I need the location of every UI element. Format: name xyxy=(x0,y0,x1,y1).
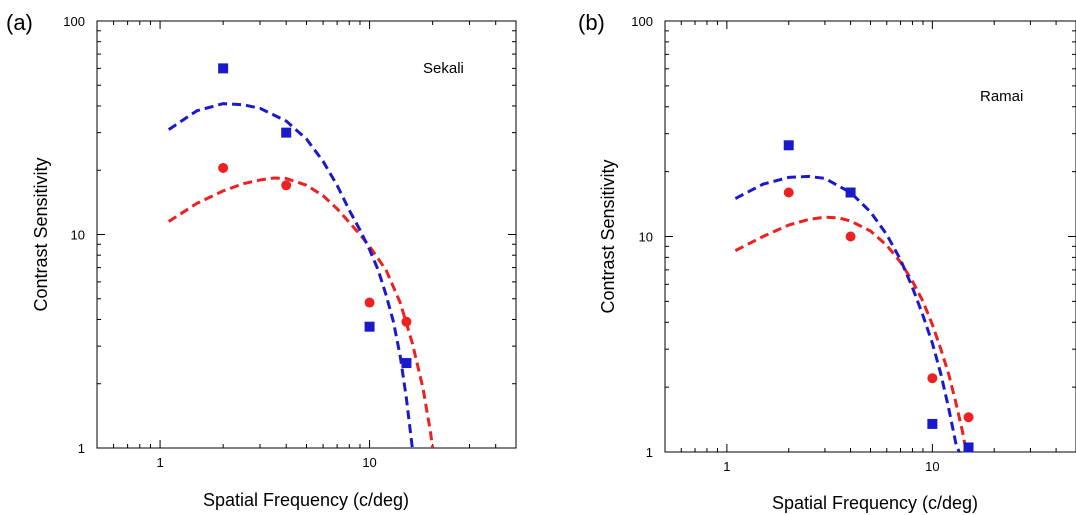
data-point-red-circle xyxy=(927,373,938,384)
fit-curve-red xyxy=(167,176,435,448)
data-point-red-circle xyxy=(783,187,794,198)
y-tick-label: 10 xyxy=(639,230,653,245)
data-point-blue-square xyxy=(218,63,229,74)
data-point-blue-square xyxy=(845,187,856,198)
x-tick-label: 1 xyxy=(723,459,730,474)
y-tick-label: 1 xyxy=(78,441,85,456)
panel-label: (a) xyxy=(6,10,33,35)
x-axis-title: Spatial Frequency (c/deg) xyxy=(772,493,978,513)
y-tick-label: 100 xyxy=(63,14,85,29)
data-point-red-circle xyxy=(401,316,412,327)
data-point-red-circle xyxy=(845,231,856,242)
y-tick-label: 1 xyxy=(646,445,653,460)
x-tick-label: 1 xyxy=(156,455,163,470)
y-axis-title: Contrast Sensitivity xyxy=(31,157,51,311)
x-tick-label: 10 xyxy=(362,455,376,470)
y-axis-title: Contrast Sensitivity xyxy=(598,159,618,313)
fit-curve-blue xyxy=(167,102,414,448)
data-point-red-circle xyxy=(963,412,974,423)
x-axis-title: Spatial Frequency (c/deg) xyxy=(203,490,409,510)
y-tick-label: 100 xyxy=(631,14,653,29)
data-point-red-circle xyxy=(218,162,229,173)
data-point-blue-square xyxy=(281,127,292,138)
panel-annotation: Ramai xyxy=(980,88,1023,105)
data-point-blue-square xyxy=(401,358,412,369)
panel-label: (b) xyxy=(578,10,605,35)
plot-frame xyxy=(664,20,1076,453)
y-tick-label: 10 xyxy=(71,228,85,243)
plot-frame xyxy=(96,20,517,449)
data-point-red-circle xyxy=(364,297,375,308)
x-tick-label: 10 xyxy=(925,459,939,474)
chart-panel-b: 1 10 1 10 100 Spatial Frequency (c/deg) Contra… xyxy=(578,10,1076,513)
chart-panel-a: 1 10 1 10 100 Spatial Frequency (c/deg) Contra… xyxy=(6,10,517,510)
data-point-blue-square xyxy=(783,140,794,151)
data-point-blue-square xyxy=(364,321,375,332)
data-point-blue-square xyxy=(927,418,938,429)
data-point-blue-square xyxy=(963,442,974,453)
panel-annotation: Sekali xyxy=(423,60,464,77)
data-point-red-circle xyxy=(281,180,292,191)
fit-curve-blue xyxy=(734,174,961,452)
fit-curve-red xyxy=(734,215,967,448)
